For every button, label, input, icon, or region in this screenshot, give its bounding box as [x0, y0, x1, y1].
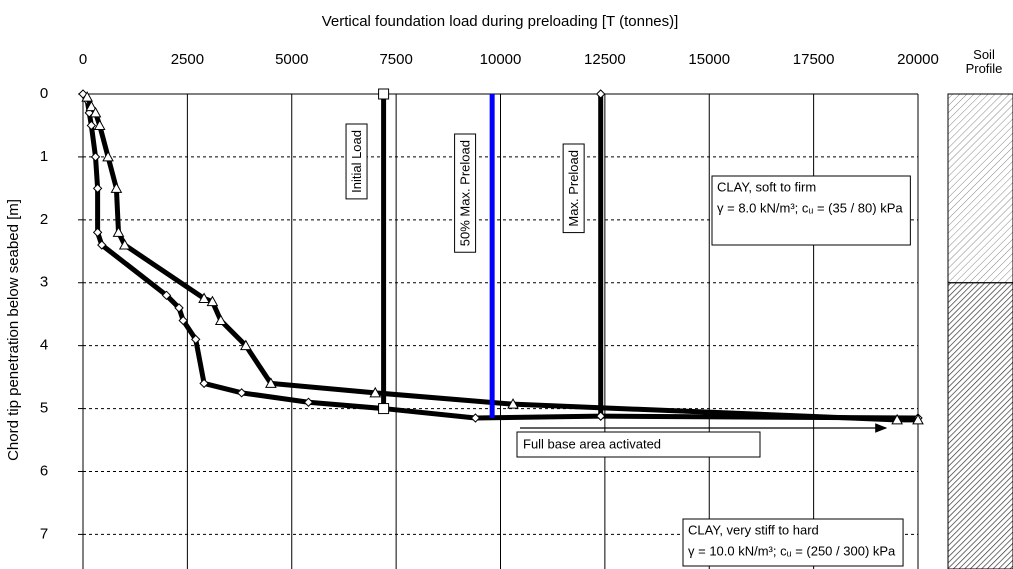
reference-label: Initial Load: [349, 130, 364, 193]
marker: [110, 182, 123, 193]
y-tick-label: 2: [40, 211, 48, 228]
marker: [90, 152, 101, 162]
marker: [239, 339, 252, 351]
marker: [891, 413, 903, 425]
x-tick-label: 0: [79, 51, 87, 68]
marker: [214, 314, 227, 325]
reference-label-box: Max. Preload: [562, 143, 585, 234]
y-tick-label: 7: [40, 525, 48, 542]
label-box: [682, 518, 904, 567]
label-box: [454, 133, 477, 253]
marker: [178, 315, 188, 326]
marker: [191, 334, 201, 345]
x-tick-label: 10000: [480, 51, 522, 68]
soil-name: CLAY, very stiff to hard: [688, 522, 819, 537]
label-box: [516, 431, 761, 458]
x-tick-label: 15000: [688, 51, 730, 68]
marker: [92, 183, 103, 194]
marker: [912, 413, 924, 425]
marker: [118, 238, 131, 250]
marker: [595, 89, 606, 99]
soil-name: CLAY, soft to firm: [717, 179, 816, 194]
soil-props: γ = 10.0 kN/m³; cᵤ = (250 / 300) kPa: [688, 543, 896, 558]
soil-layer: [947, 93, 1013, 284]
marker: [92, 227, 103, 238]
marker: [93, 119, 106, 130]
marker: [507, 398, 519, 409]
arrow-label-box: Full base area activated: [516, 431, 761, 458]
y-tick-label: 0: [40, 85, 48, 102]
y-axis-label: Chord tip penetration below seabed [m]: [5, 199, 22, 461]
marker: [378, 88, 390, 100]
marker: [85, 100, 98, 112]
x-tick-label: 5000: [275, 51, 308, 68]
marker: [236, 388, 247, 398]
soil-props: γ = 8.0 kN/m³; cᵤ = (35 / 80) kPa: [717, 200, 903, 215]
y-tick-label: 4: [40, 337, 48, 354]
soil-label-box: CLAY, soft to firm γ = 8.0 kN/m³; cᵤ = (3…: [711, 175, 911, 246]
reference-label: Max. Preload: [566, 150, 581, 227]
marker: [199, 378, 209, 389]
x-tick-label: 7500: [379, 51, 412, 68]
label-box: [562, 143, 585, 234]
label-box: [345, 123, 368, 200]
x-tick-label: 20000: [897, 51, 939, 68]
marker: [112, 226, 125, 237]
soil-profile-label: Soil Profile: [965, 47, 1003, 76]
marker: [81, 91, 94, 102]
label-box: [711, 175, 911, 246]
x-tick-label: 2500: [171, 51, 204, 68]
marker: [378, 403, 390, 415]
soil-label-box: CLAY, very stiff to hard γ = 10.0 kN/m³; …: [682, 518, 904, 567]
marker: [97, 240, 107, 250]
reference-label-box: 50% Max. Preload: [454, 133, 477, 253]
marker: [174, 303, 184, 313]
y-tick-label: 1: [40, 148, 48, 165]
reference-label-box: Initial Load: [345, 123, 368, 200]
marker: [161, 290, 172, 301]
chart-title: Vertical foundation load during preloadi…: [322, 13, 679, 30]
arrow-label: Full base area activated: [523, 436, 661, 451]
y-tick-label: 6: [40, 462, 48, 479]
marker: [595, 411, 606, 421]
marker: [86, 120, 97, 131]
soil-layer: [947, 282, 1013, 569]
y-tick-label: 3: [40, 274, 48, 291]
x-tick-label: 17500: [793, 51, 835, 68]
marker: [265, 377, 277, 388]
marker: [206, 295, 219, 307]
marker: [198, 292, 210, 303]
marker: [470, 413, 481, 423]
marker: [369, 386, 382, 398]
marker: [102, 150, 114, 162]
marker: [89, 106, 102, 118]
x-tick-label: 12500: [584, 51, 626, 68]
y-tick-label: 5: [40, 400, 48, 417]
marker: [303, 397, 314, 407]
reference-label: 50% Max. Preload: [458, 140, 473, 246]
series-line: [84, 96, 918, 423]
